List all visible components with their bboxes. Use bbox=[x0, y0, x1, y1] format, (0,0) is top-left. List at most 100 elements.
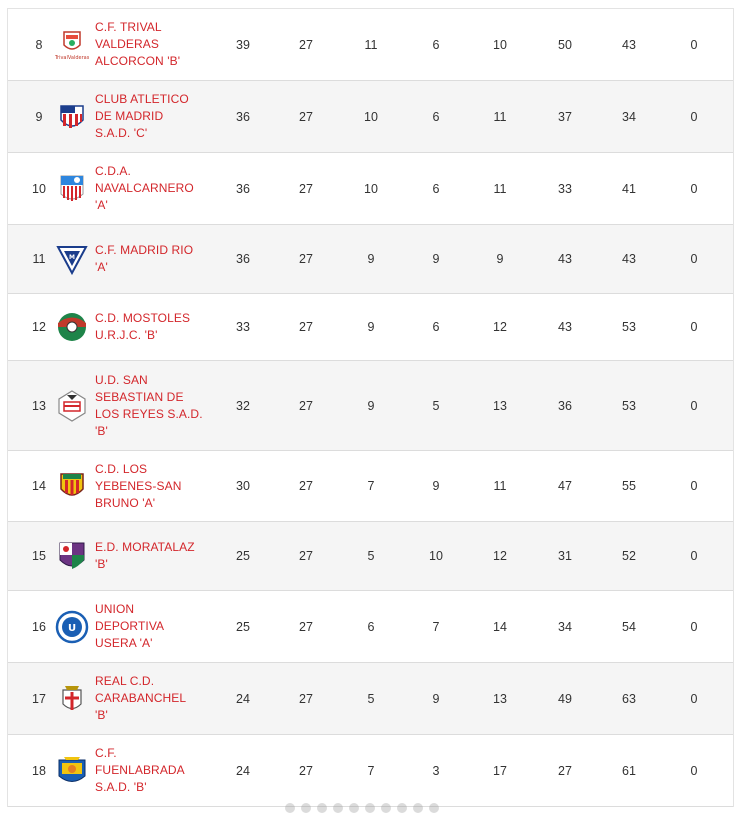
position-cell: 10 bbox=[32, 181, 46, 196]
played-cell: 27 bbox=[299, 549, 313, 563]
won-cell: 7 bbox=[367, 479, 375, 493]
played-cell: 27 bbox=[299, 479, 313, 493]
points-cell: 25 bbox=[236, 549, 250, 563]
san-sebastian-reyes-crest-icon[interactable] bbox=[54, 361, 90, 450]
lost-cell: 10 bbox=[493, 37, 507, 52]
won-cell: 9 bbox=[367, 252, 375, 266]
goals-against-cell: 53 bbox=[622, 398, 636, 413]
carabanchel-crest-icon[interactable] bbox=[54, 663, 90, 734]
played-cell: 27 bbox=[299, 320, 313, 334]
lost-cell: 9 bbox=[496, 252, 504, 266]
table-row: 10 C.D.A. NAVALCARNERO 'A' 36 27 10 6 11 33 41 0 bbox=[8, 153, 733, 225]
sanction-cell: 0 bbox=[690, 619, 698, 634]
team-name-link[interactable]: C.D.A. NAVALCARNERO 'A' bbox=[95, 164, 194, 212]
points-cell: 36 bbox=[236, 109, 250, 124]
drawn-cell: 6 bbox=[432, 37, 440, 52]
union-deportiva-usera-crest-icon[interactable]: U bbox=[54, 591, 90, 662]
table-row: 16 U UNION DEPORTIVA USERA 'A' 25 27 6 7 14 34 54… bbox=[8, 591, 733, 663]
points-cell: 25 bbox=[236, 619, 250, 634]
mostoles-crest-icon[interactable] bbox=[54, 294, 90, 360]
won-cell: 9 bbox=[367, 320, 375, 334]
lost-cell: 12 bbox=[493, 549, 507, 563]
drawn-cell: 6 bbox=[432, 109, 440, 124]
sanction-cell: 0 bbox=[690, 479, 698, 493]
team-name-link[interactable]: CLUB ATLETICO DE MADRID S.A.D. 'C' bbox=[95, 92, 189, 140]
team-name-link[interactable]: C.F. TRIVAL VALDERAS ALCORCON 'B' bbox=[95, 20, 181, 68]
position-cell: 17 bbox=[32, 691, 46, 706]
lost-cell: 13 bbox=[493, 398, 507, 413]
won-cell: 10 bbox=[364, 181, 378, 196]
played-cell: 27 bbox=[299, 691, 313, 706]
position-cell: 12 bbox=[32, 320, 46, 334]
goals-for-cell: 43 bbox=[558, 320, 572, 334]
drawn-cell: 9 bbox=[432, 479, 440, 493]
team-name-link[interactable]: C.D. MOSTOLES U.R.J.C. 'B' bbox=[95, 311, 191, 342]
points-cell: 24 bbox=[236, 691, 250, 706]
played-cell: 27 bbox=[299, 109, 313, 124]
trival-valderas-crest-icon[interactable]: TrivalValderas bbox=[54, 9, 90, 80]
moratalaz-crest-icon[interactable] bbox=[54, 522, 90, 590]
goals-for-cell: 49 bbox=[558, 691, 572, 706]
table-row: 18 C.F. FUENLABRADA S.A.D. 'B' 24 27 7 3 17 27 6… bbox=[8, 735, 733, 807]
points-cell: 36 bbox=[236, 252, 250, 266]
drawn-cell: 6 bbox=[432, 320, 440, 334]
drawn-cell: 3 bbox=[432, 763, 440, 778]
standings-table: 8 TrivalValderas C.F. TRIVAL VALDERAS ALCO… bbox=[7, 8, 734, 807]
team-name-link[interactable]: U.D. SAN SEBASTIAN DE LOS REYES S.A.D. '… bbox=[95, 372, 203, 438]
atletico-madrid-crest-icon[interactable] bbox=[54, 81, 90, 152]
lost-cell: 11 bbox=[493, 181, 507, 196]
points-cell: 30 bbox=[236, 479, 250, 493]
table-row: 12 C.D. MOSTOLES U.R.J.C. 'B' 33 27 9 6 12 43 53… bbox=[8, 294, 733, 361]
team-name-link[interactable]: C.F. MADRID RIO 'A' bbox=[95, 243, 194, 274]
points-cell: 24 bbox=[236, 763, 250, 778]
navalcarnero-crest-icon[interactable] bbox=[54, 153, 90, 224]
team-name-link[interactable]: REAL C.D. CARABANCHEL 'B' bbox=[95, 674, 187, 722]
team-name-link[interactable]: C.D. LOS YEBENES-SAN BRUNO 'A' bbox=[95, 461, 182, 510]
svg-text:U: U bbox=[68, 623, 76, 634]
won-cell: 10 bbox=[364, 109, 378, 124]
played-cell: 27 bbox=[299, 181, 313, 196]
position-cell: 18 bbox=[32, 763, 46, 778]
drawn-cell: 10 bbox=[429, 549, 443, 563]
played-cell: 27 bbox=[299, 763, 313, 778]
goals-for-cell: 43 bbox=[558, 252, 572, 266]
goals-for-cell: 47 bbox=[558, 479, 572, 493]
drawn-cell: 9 bbox=[432, 252, 440, 266]
table-row: 17 REAL C.D. CARABANCHEL 'B' 24 27 5 9 13 49 63 0 bbox=[8, 663, 733, 735]
table-row: 13 U.D. SAN SEBASTIAN DE LOS REYES S.A.D.… bbox=[8, 361, 733, 451]
sanction-cell: 0 bbox=[690, 398, 698, 413]
won-cell: 6 bbox=[367, 619, 375, 634]
table-row: 15 E.D. MORATALAZ 'B' 25 27 5 10 12 31 52 0 bbox=[8, 522, 733, 591]
goals-for-cell: 27 bbox=[558, 763, 572, 778]
won-cell: 5 bbox=[367, 691, 375, 706]
goals-against-cell: 63 bbox=[622, 691, 636, 706]
table-row: 11 M C.F. MADRID RIO 'A' 36 27 9 9 9 43 43 0 bbox=[8, 225, 733, 294]
yebenes-san-bruno-crest-icon[interactable] bbox=[54, 451, 90, 521]
fuenlabrada-crest-icon[interactable] bbox=[54, 735, 90, 806]
position-cell: 16 bbox=[32, 619, 46, 634]
points-cell: 33 bbox=[236, 320, 250, 334]
team-name-link[interactable]: E.D. MORATALAZ 'B' bbox=[95, 540, 195, 571]
madrid-rio-crest-icon[interactable]: M bbox=[54, 225, 90, 293]
position-cell: 14 bbox=[32, 479, 46, 493]
goals-for-cell: 34 bbox=[558, 619, 572, 634]
goals-against-cell: 43 bbox=[622, 252, 636, 266]
goals-for-cell: 36 bbox=[558, 398, 572, 413]
sanction-cell: 0 bbox=[690, 109, 698, 124]
won-cell: 11 bbox=[364, 37, 378, 52]
lost-cell: 13 bbox=[493, 691, 507, 706]
team-name-link[interactable]: C.F. FUENLABRADA S.A.D. 'B' bbox=[95, 746, 185, 794]
goals-against-cell: 52 bbox=[622, 549, 636, 563]
sanction-cell: 0 bbox=[690, 181, 698, 196]
goals-against-cell: 54 bbox=[622, 619, 636, 634]
goals-against-cell: 43 bbox=[622, 37, 636, 52]
goals-for-cell: 50 bbox=[558, 37, 572, 52]
won-cell: 9 bbox=[367, 398, 375, 413]
drawn-cell: 6 bbox=[432, 181, 440, 196]
goals-against-cell: 61 bbox=[622, 763, 636, 778]
sanction-cell: 0 bbox=[690, 320, 698, 334]
goals-against-cell: 55 bbox=[622, 479, 636, 493]
goals-against-cell: 53 bbox=[622, 320, 636, 334]
team-name-link[interactable]: UNION DEPORTIVA USERA 'A' bbox=[95, 602, 165, 650]
table-row: 14 C.D. LOS YEBENES-SAN BRUNO 'A' 30 27 7 9 11… bbox=[8, 451, 733, 522]
